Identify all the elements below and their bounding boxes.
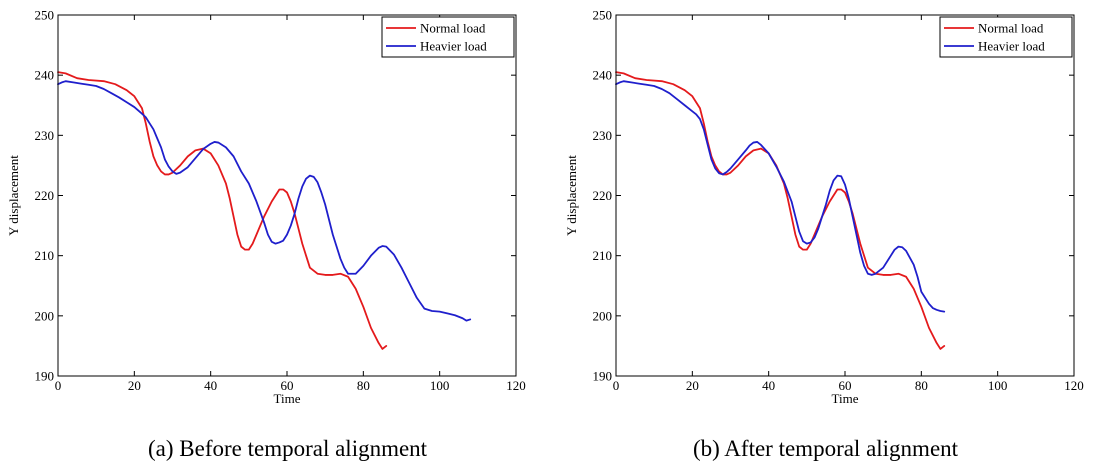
legend-label-normal-load: Normal load xyxy=(978,21,1044,36)
caption-b: (b) After temporal alignment xyxy=(693,436,959,461)
x-axis-label: Time xyxy=(274,391,301,406)
x-tick-label: 120 xyxy=(1064,378,1084,393)
chart-panel-b: 0 20 40 60 80 100 120 190 200 210 220 230 240 250 Time… xyxy=(558,0,1093,468)
legend-box xyxy=(381,16,515,58)
y-axis-label: Y displacement xyxy=(6,155,21,236)
x-tick-label: 20 xyxy=(686,378,699,393)
chart-b: 0 20 40 60 80 100 120 190 200 210 220 230 240 250 Time… xyxy=(564,8,1084,407)
legend-label-normal-load: Normal load xyxy=(420,21,486,36)
x-tick-label: 120 xyxy=(506,378,526,393)
plot-area-frame xyxy=(57,14,517,377)
x-tick-label: 40 xyxy=(204,378,217,393)
x-tick-label: 60 xyxy=(281,378,294,393)
y-tick-label: 250 xyxy=(593,8,613,23)
legend: Normal load Heavier load xyxy=(381,16,515,58)
y-tick-label: 230 xyxy=(593,128,613,143)
y-tick-label: 190 xyxy=(35,369,55,384)
x-tick-label: 40 xyxy=(762,378,775,393)
legend-box xyxy=(939,16,1073,58)
y-tick-label: 220 xyxy=(593,188,613,203)
x-tick-label: 0 xyxy=(55,378,62,393)
x-tick-label: 80 xyxy=(357,378,370,393)
series-line-normal-load xyxy=(57,71,388,350)
caption-a: (a) Before temporal alignment xyxy=(148,436,428,461)
y-tick-label: 200 xyxy=(35,308,55,323)
y-tick-label: 250 xyxy=(35,8,55,23)
chart-a: 0 20 40 60 80 100 120 190 200 210 220 230 240 250 Time… xyxy=(6,8,526,407)
x-tick-label: 100 xyxy=(988,378,1008,393)
x-tick-label: 0 xyxy=(613,378,620,393)
y-tick-label: 240 xyxy=(593,68,613,83)
x-tick-label: 100 xyxy=(430,378,450,393)
x-axis-label: Time xyxy=(832,391,859,406)
x-tick-label: 20 xyxy=(128,378,141,393)
y-tick-label: 230 xyxy=(35,128,55,143)
y-tick-label: 220 xyxy=(35,188,55,203)
y-axis-label: Y displacement xyxy=(564,155,579,236)
series-line-heavier-load xyxy=(57,80,472,322)
y-tick-label: 190 xyxy=(593,369,613,384)
y-tick-label: 210 xyxy=(35,248,55,263)
x-tick-label: 60 xyxy=(839,378,852,393)
series-line-heavier-load xyxy=(615,80,946,313)
y-tick-label: 200 xyxy=(593,308,613,323)
legend-label-heavier-load: Heavier load xyxy=(420,39,487,54)
series-line-normal-load xyxy=(615,71,946,350)
x-tick-label: 80 xyxy=(915,378,928,393)
y-tick-label: 210 xyxy=(593,248,613,263)
chart-panel-a: 0 20 40 60 80 100 120 190 200 210 220 230 240 250 Time… xyxy=(0,0,546,468)
y-tick-label: 240 xyxy=(35,68,55,83)
legend: Normal load Heavier load xyxy=(939,16,1073,58)
plot-area-frame xyxy=(615,14,1075,377)
legend-label-heavier-load: Heavier load xyxy=(978,39,1045,54)
